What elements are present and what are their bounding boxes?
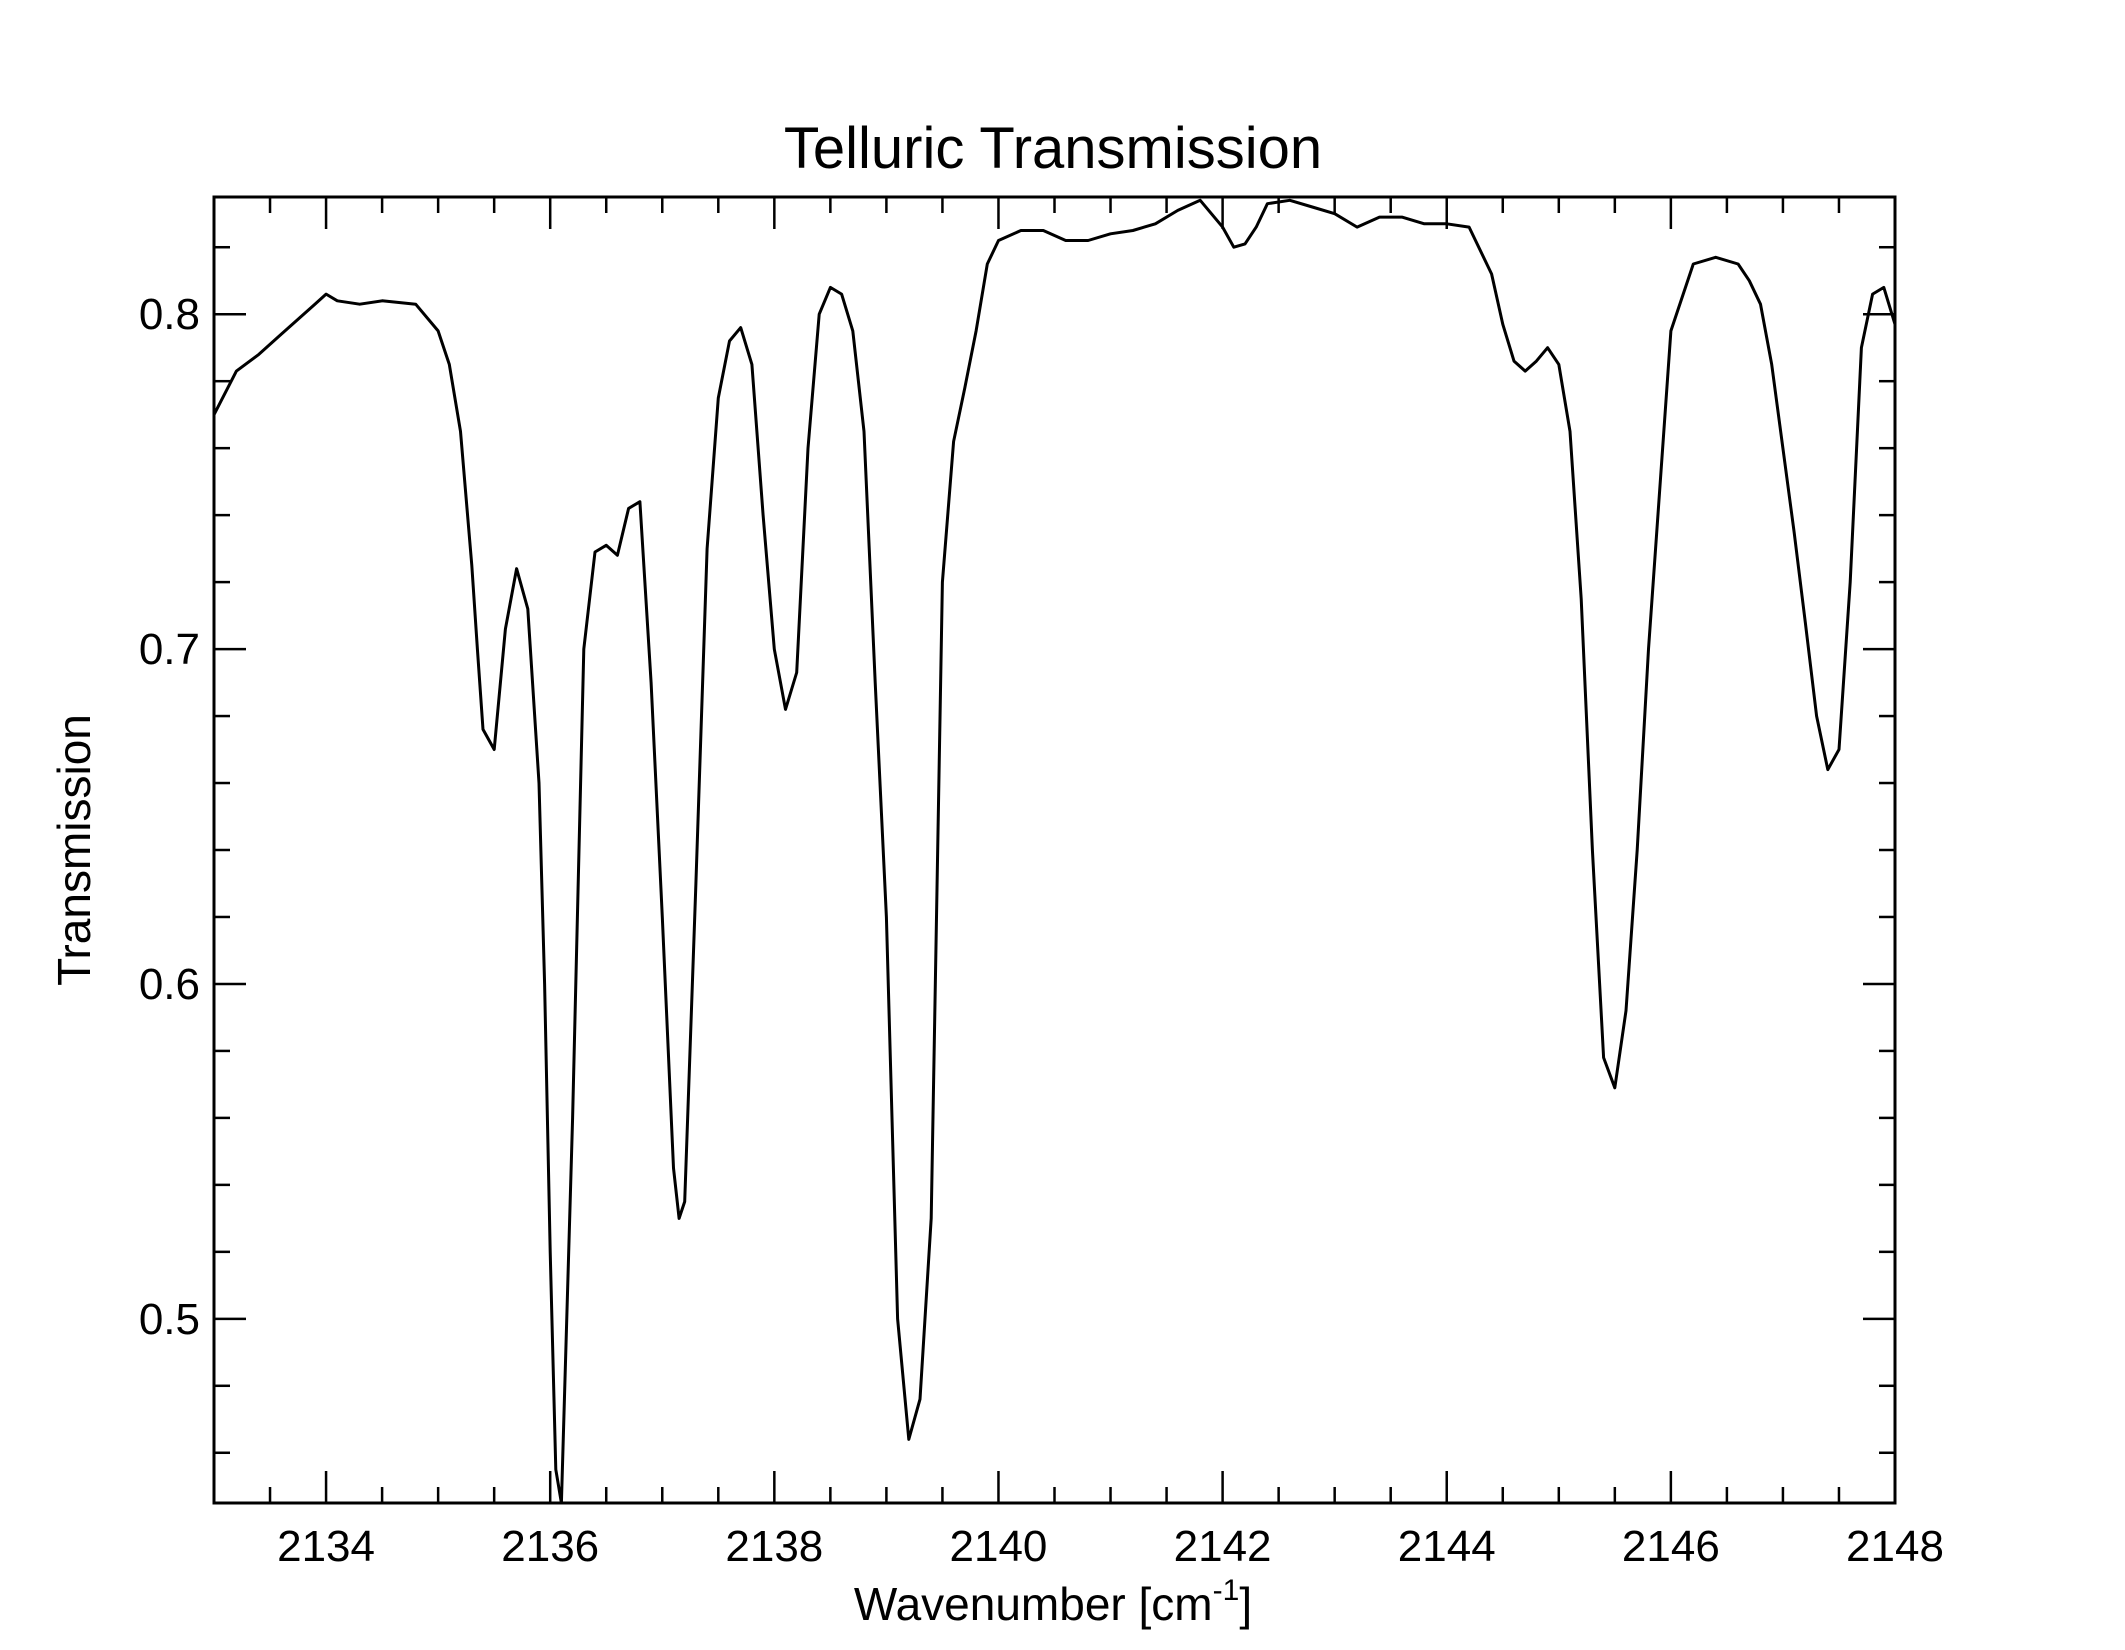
y-tick-label: 0.7 bbox=[139, 625, 200, 674]
y-tick-label: 0.6 bbox=[139, 960, 200, 1009]
plot-frame bbox=[212, 195, 1897, 1505]
x-tick-label: 2144 bbox=[1398, 1522, 1496, 1571]
x-axis-title-tail: ] bbox=[1239, 1578, 1252, 1630]
x-tick-label: 2136 bbox=[501, 1522, 599, 1571]
tick-labels: 2134 2136 2138 2140 2142 2144 2146 2148 0.5 0.6 0.… bbox=[139, 290, 1944, 1571]
x-axis-title: Wavenumber [cm-1] bbox=[854, 1574, 1252, 1630]
axis-ticks bbox=[212, 197, 1897, 1503]
y-axis-title: Transmission bbox=[48, 714, 100, 986]
series-line bbox=[212, 198, 1897, 1505]
y-tick-label: 0.5 bbox=[139, 1295, 200, 1344]
x-tick-label: 2142 bbox=[1174, 1522, 1272, 1571]
x-tick-label: 2140 bbox=[950, 1522, 1048, 1571]
x-axis-title-text: Wavenumber [cm bbox=[854, 1578, 1213, 1630]
chart-title: Telluric Transmission bbox=[784, 116, 1322, 181]
x-tick-label: 2134 bbox=[277, 1522, 375, 1571]
x-tick-label: 2146 bbox=[1622, 1522, 1720, 1571]
y-tick-label: 0.8 bbox=[139, 290, 200, 339]
x-tick-label: 2148 bbox=[1846, 1522, 1944, 1571]
x-tick-label: 2138 bbox=[725, 1522, 823, 1571]
x-axis-title-superscript: -1 bbox=[1213, 1574, 1240, 1607]
